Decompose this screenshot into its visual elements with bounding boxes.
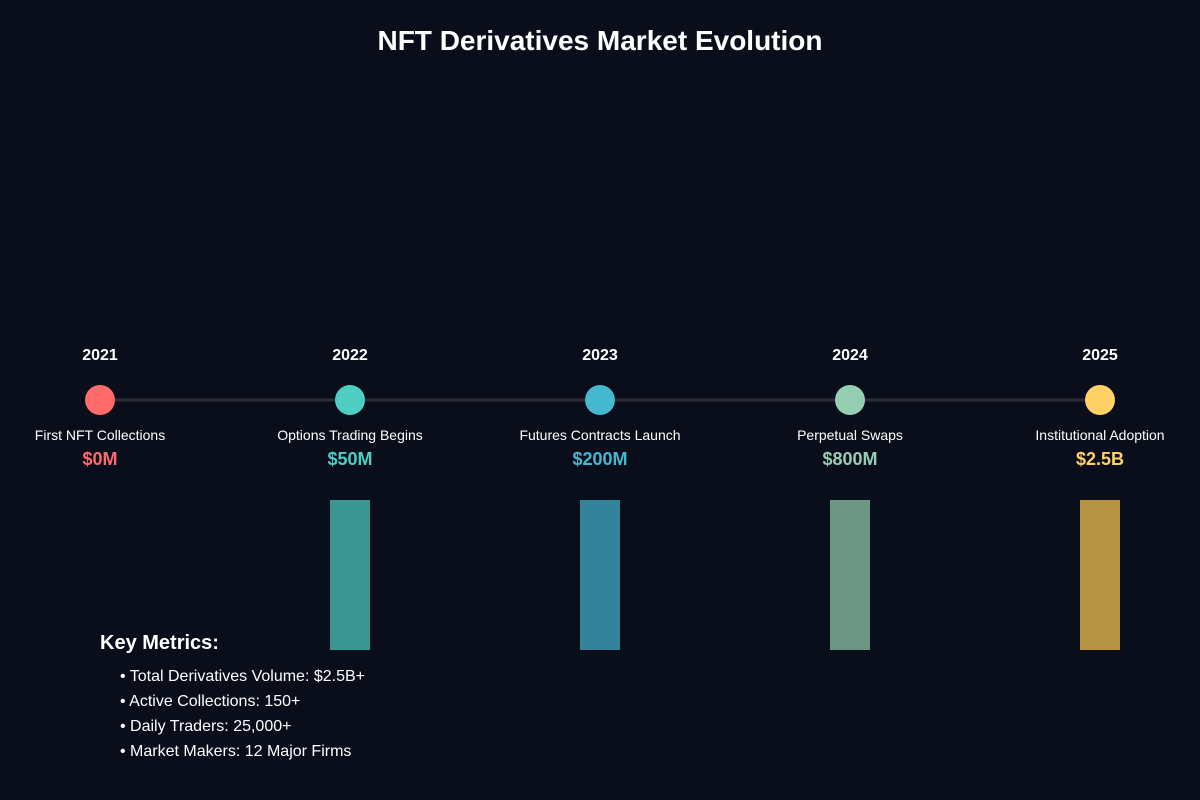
metric-item: • Total Derivatives Volume: $2.5B+ (120, 668, 365, 685)
year-label: 2025 (1082, 347, 1118, 364)
key-metrics-title: Key Metrics: (100, 632, 219, 654)
milestone-dot (835, 385, 865, 415)
milestone-label: First NFT Collections (35, 427, 165, 443)
volume-bar (830, 500, 870, 650)
chart-title: NFT Derivatives Market Evolution (377, 25, 822, 56)
key-metrics-panel: Key Metrics: • Total Derivatives Volume:… (100, 630, 600, 764)
volume-bar (580, 500, 620, 650)
milestone-label: Options Trading Begins (277, 427, 423, 443)
key-metrics-list: • Total Derivatives Volume: $2.5B+ • Act… (100, 664, 600, 764)
milestone-dot (85, 385, 115, 415)
value-label: $800M (822, 449, 877, 469)
metric-item: • Daily Traders: 25,000+ (120, 718, 292, 735)
year-label: 2021 (82, 347, 118, 364)
metric-item: • Market Makers: 12 Major Firms (120, 743, 352, 760)
milestone-label: Institutional Adoption (1035, 427, 1164, 443)
metric-item: • Active Collections: 150+ (120, 693, 301, 710)
milestone-label: Futures Contracts Launch (519, 427, 680, 443)
milestone-dot (1085, 385, 1115, 415)
value-label: $0M (82, 449, 117, 469)
value-label: $200M (572, 449, 627, 469)
timeline-marks: 2021 First NFT Collections $0M 2022 Options … (35, 347, 1165, 650)
value-label: $50M (327, 449, 372, 469)
year-label: 2023 (582, 347, 618, 364)
volume-bar (330, 500, 370, 650)
milestone-dot (585, 385, 615, 415)
milestone-label: Perpetual Swaps (797, 427, 903, 443)
volume-bar (1080, 500, 1120, 650)
year-label: 2024 (832, 347, 868, 364)
milestone-dot (335, 385, 365, 415)
value-label: $2.5B (1076, 449, 1124, 469)
year-label: 2022 (332, 347, 368, 364)
